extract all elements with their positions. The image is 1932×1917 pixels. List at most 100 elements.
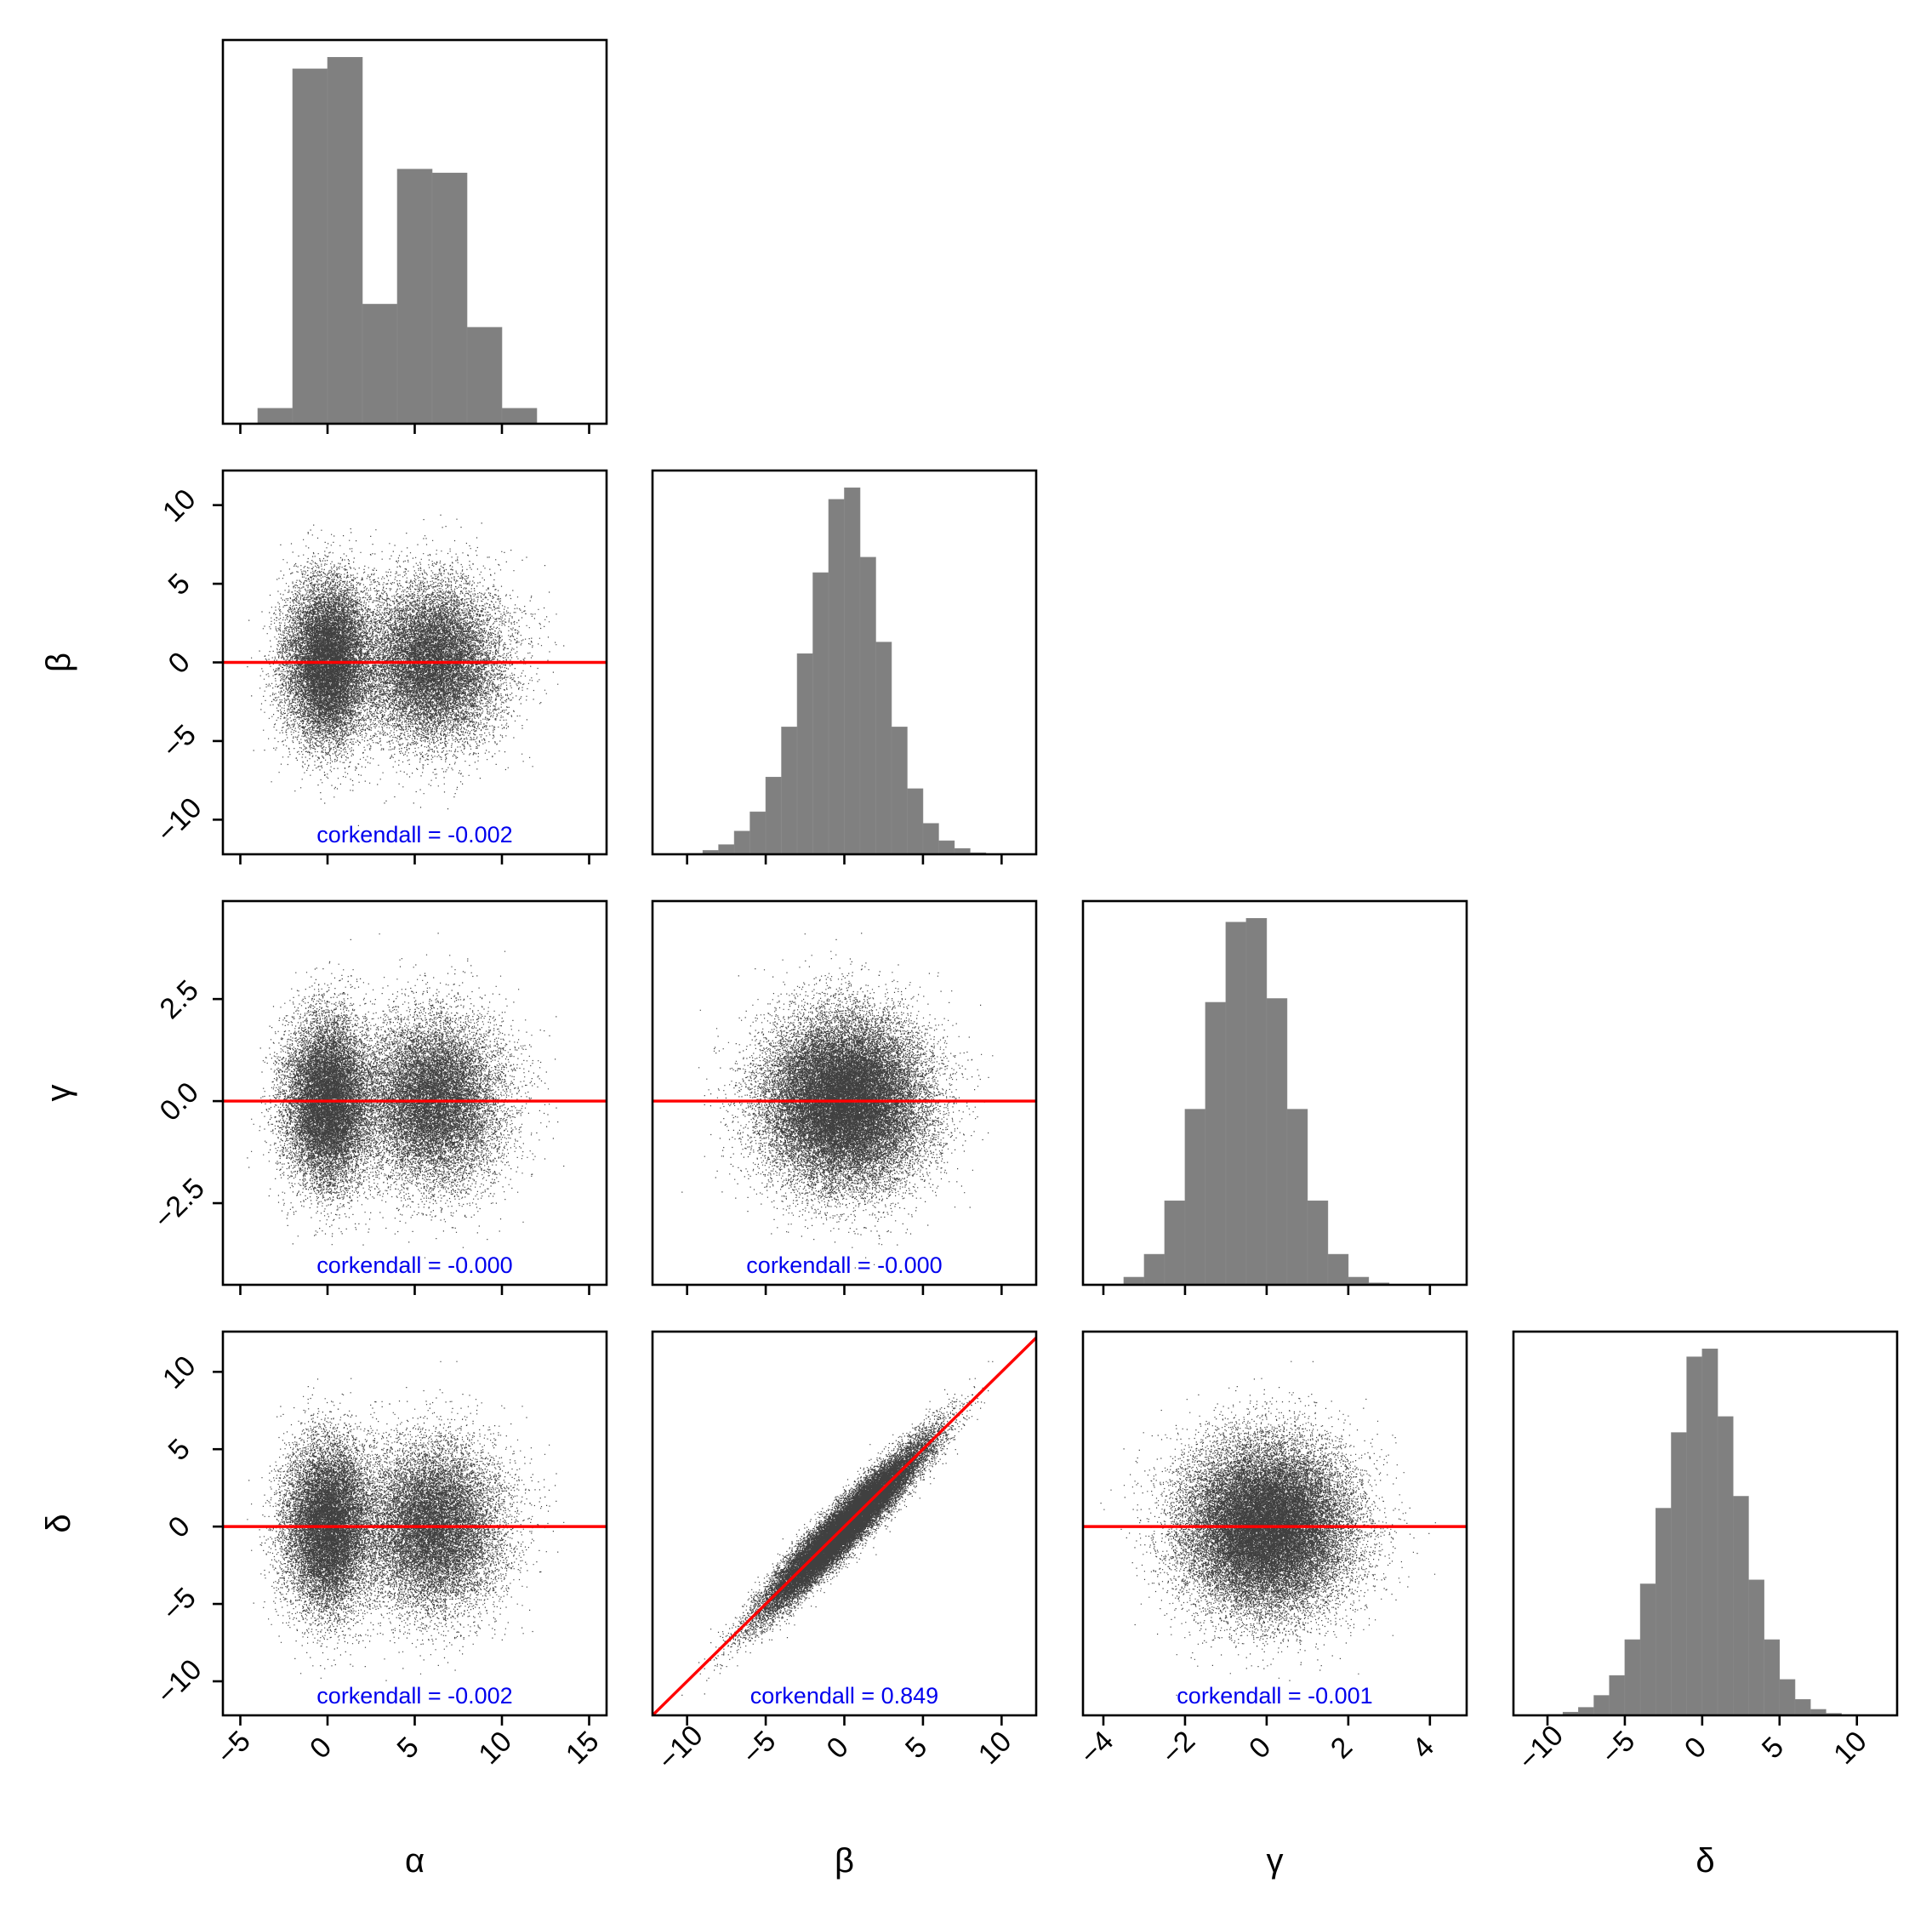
corkendall-label: corkendall = -0.001 xyxy=(1177,1683,1372,1709)
histogram-bar xyxy=(907,788,924,855)
histogram-bar xyxy=(1701,1349,1718,1716)
y-tick-label: 0 xyxy=(162,646,197,680)
x-axis-label-4: δ xyxy=(1695,1842,1714,1880)
x-tick-label: 2 xyxy=(1325,1731,1359,1765)
histogram-bar xyxy=(812,572,829,855)
x-tick-label: 5 xyxy=(1756,1731,1790,1765)
histogram-1 xyxy=(257,57,538,425)
corkendall-label: corkendall = -0.000 xyxy=(746,1252,942,1278)
x-axis-label-2: β xyxy=(835,1842,854,1880)
corkendall-label: corkendall = -0.000 xyxy=(316,1252,512,1278)
histogram-bar xyxy=(466,327,503,425)
scatter-points xyxy=(247,1361,565,1696)
histogram-bar xyxy=(922,823,939,855)
histogram-bar xyxy=(1764,1639,1781,1716)
histogram-bar xyxy=(327,57,363,425)
y-axis-label-1: β xyxy=(40,653,77,672)
scatter-panel-α-β xyxy=(223,514,607,826)
histogram-bar xyxy=(1609,1675,1626,1716)
y-tick-label: 5 xyxy=(162,568,197,602)
scatter-panel-β-γ xyxy=(653,933,1036,1269)
histogram-bar xyxy=(1286,1109,1308,1286)
x-axis-label-1: α xyxy=(405,1842,425,1880)
histogram-bar xyxy=(362,304,398,425)
y-tick-label: −10 xyxy=(151,1653,208,1711)
histogram-bar xyxy=(781,727,798,855)
histogram-bar xyxy=(1225,921,1247,1286)
x-tick-label: 0 xyxy=(1678,1731,1713,1765)
histogram-4 xyxy=(1547,1349,1858,1716)
corkendall-label: corkendall = -0.002 xyxy=(316,822,512,847)
histogram-bar xyxy=(1639,1583,1656,1716)
scatter-panel-β-δ xyxy=(653,1337,1036,1715)
scatter-panel-γ-δ xyxy=(1083,1361,1467,1696)
x-tick-label: 10 xyxy=(1827,1725,1873,1771)
x-tick-label: 0 xyxy=(821,1731,855,1765)
y-tick-label: 0.0 xyxy=(154,1076,205,1127)
x-axis-label-3: γ xyxy=(1267,1842,1284,1880)
histogram-bar xyxy=(1686,1356,1703,1716)
y-tick-label: −10 xyxy=(151,791,208,849)
histogram-bar xyxy=(1717,1416,1734,1716)
histogram-bar xyxy=(396,168,433,425)
histogram-bar xyxy=(292,68,328,425)
histogram-bar xyxy=(938,840,955,855)
histogram-bar xyxy=(796,653,813,855)
histogram-bar xyxy=(859,556,876,855)
y-axis-label-3: δ xyxy=(40,1514,77,1532)
x-tick-label: −5 xyxy=(736,1725,782,1771)
panel-frame xyxy=(1081,899,1468,1287)
histogram-bar xyxy=(1779,1679,1796,1716)
histogram-bar xyxy=(1593,1695,1610,1716)
y-tick-label: 0 xyxy=(162,1510,197,1544)
histogram-bar xyxy=(1266,998,1288,1286)
x-tick-label: 10 xyxy=(972,1725,1018,1771)
histogram-bar xyxy=(1143,1253,1165,1286)
histogram-bar xyxy=(718,844,735,855)
x-tick-label: 5 xyxy=(899,1731,933,1765)
y-tick-label: 10 xyxy=(157,1349,202,1395)
x-tick-label: −5 xyxy=(1595,1725,1641,1771)
y-tick-label: 5 xyxy=(162,1433,197,1467)
panel-frame xyxy=(1081,1330,1468,1717)
histogram-bar xyxy=(875,642,892,855)
histogram-bar xyxy=(1205,1001,1227,1286)
histogram-bar xyxy=(257,408,294,425)
y-axis-label-2: γ xyxy=(40,1085,77,1102)
histogram-bar xyxy=(1748,1579,1764,1716)
histogram-bar xyxy=(765,777,782,855)
panel-frame xyxy=(1512,1330,1899,1717)
scatter-panel-α-δ xyxy=(223,1361,607,1696)
scatter-points xyxy=(247,514,565,826)
histogram-bar xyxy=(1624,1639,1641,1716)
histogram-bar xyxy=(1327,1253,1349,1286)
x-tick-label: −10 xyxy=(652,1719,710,1777)
histogram-bar xyxy=(844,487,861,855)
x-tick-label: −5 xyxy=(211,1725,257,1771)
scatter-points xyxy=(247,933,565,1269)
histogram-bar xyxy=(891,727,908,855)
histogram-bar xyxy=(1348,1276,1370,1286)
histogram-bar xyxy=(1123,1276,1145,1286)
x-tick-label: 10 xyxy=(472,1725,518,1771)
histogram-bar xyxy=(1671,1432,1687,1716)
histogram-3 xyxy=(1103,918,1411,1286)
histogram-bar xyxy=(1245,918,1268,1286)
x-tick-label: −2 xyxy=(1155,1725,1201,1771)
histogram-bar xyxy=(1164,1201,1186,1286)
histogram-bar xyxy=(749,811,767,855)
regression-line xyxy=(653,1337,1036,1715)
y-tick-label: −2.5 xyxy=(148,1172,211,1235)
x-tick-label: 5 xyxy=(391,1731,425,1765)
y-tick-label: −5 xyxy=(157,718,202,764)
histogram-bar xyxy=(431,173,468,425)
x-tick-label: 4 xyxy=(1406,1731,1440,1765)
y-tick-label: 10 xyxy=(157,483,202,529)
histogram-bar xyxy=(1184,1109,1206,1286)
y-tick-label: −5 xyxy=(157,1582,202,1628)
y-tick-label: 2.5 xyxy=(154,974,205,1025)
histogram-bar xyxy=(828,499,845,855)
histogram-bar xyxy=(1732,1496,1749,1716)
x-tick-label: 0 xyxy=(304,1731,338,1765)
